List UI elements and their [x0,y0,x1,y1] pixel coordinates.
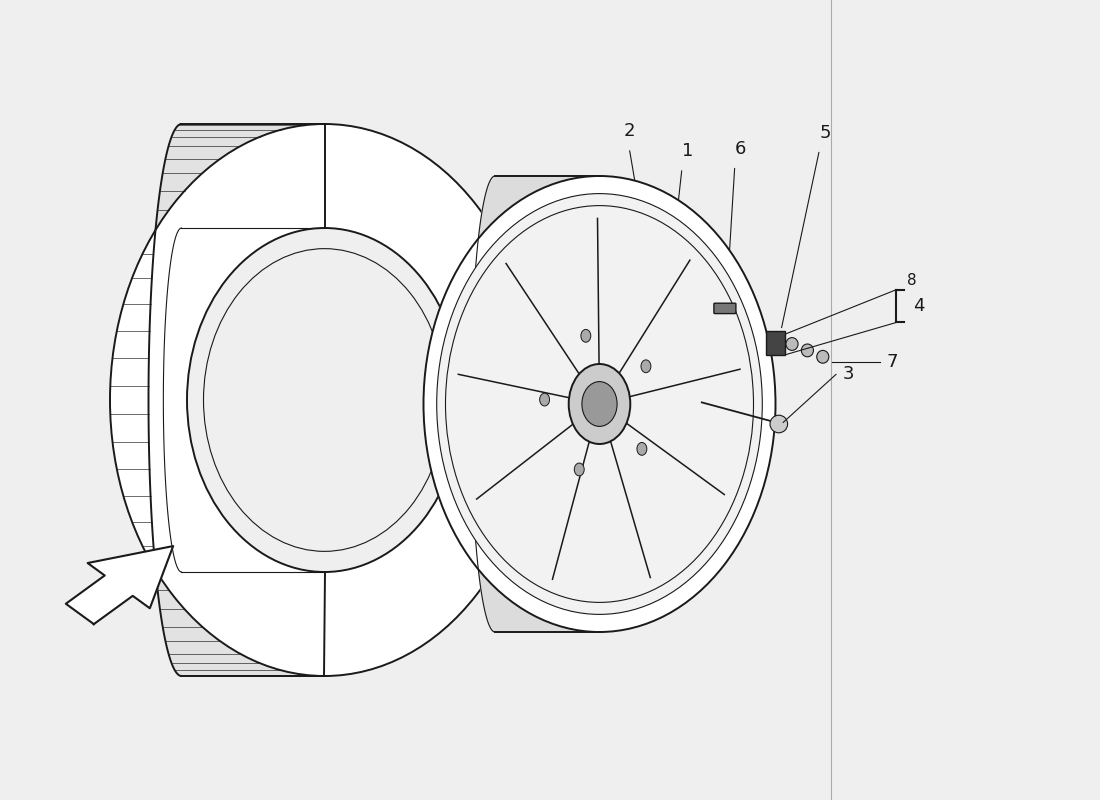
Ellipse shape [637,442,647,455]
Text: eurotyres: eurotyres [317,406,651,466]
Text: 3: 3 [843,366,854,383]
FancyBboxPatch shape [766,331,785,355]
Ellipse shape [770,415,788,433]
Ellipse shape [581,330,591,342]
Ellipse shape [641,360,651,373]
Ellipse shape [424,176,776,632]
Polygon shape [110,124,324,676]
Ellipse shape [110,124,539,676]
Polygon shape [424,176,600,632]
Ellipse shape [569,364,630,444]
Ellipse shape [785,338,799,350]
FancyBboxPatch shape [714,303,736,314]
Text: 7: 7 [887,353,898,370]
Text: 2: 2 [624,122,635,140]
Polygon shape [66,546,173,624]
Text: 5: 5 [820,123,830,142]
Ellipse shape [574,463,584,476]
Text: 1: 1 [682,142,693,160]
Ellipse shape [801,344,813,357]
Text: 8: 8 [908,273,917,288]
Text: 6: 6 [735,139,746,158]
Ellipse shape [582,382,617,426]
Ellipse shape [540,393,550,406]
Text: 4: 4 [913,297,924,315]
Ellipse shape [437,194,762,614]
Ellipse shape [816,350,829,363]
Ellipse shape [187,228,462,572]
